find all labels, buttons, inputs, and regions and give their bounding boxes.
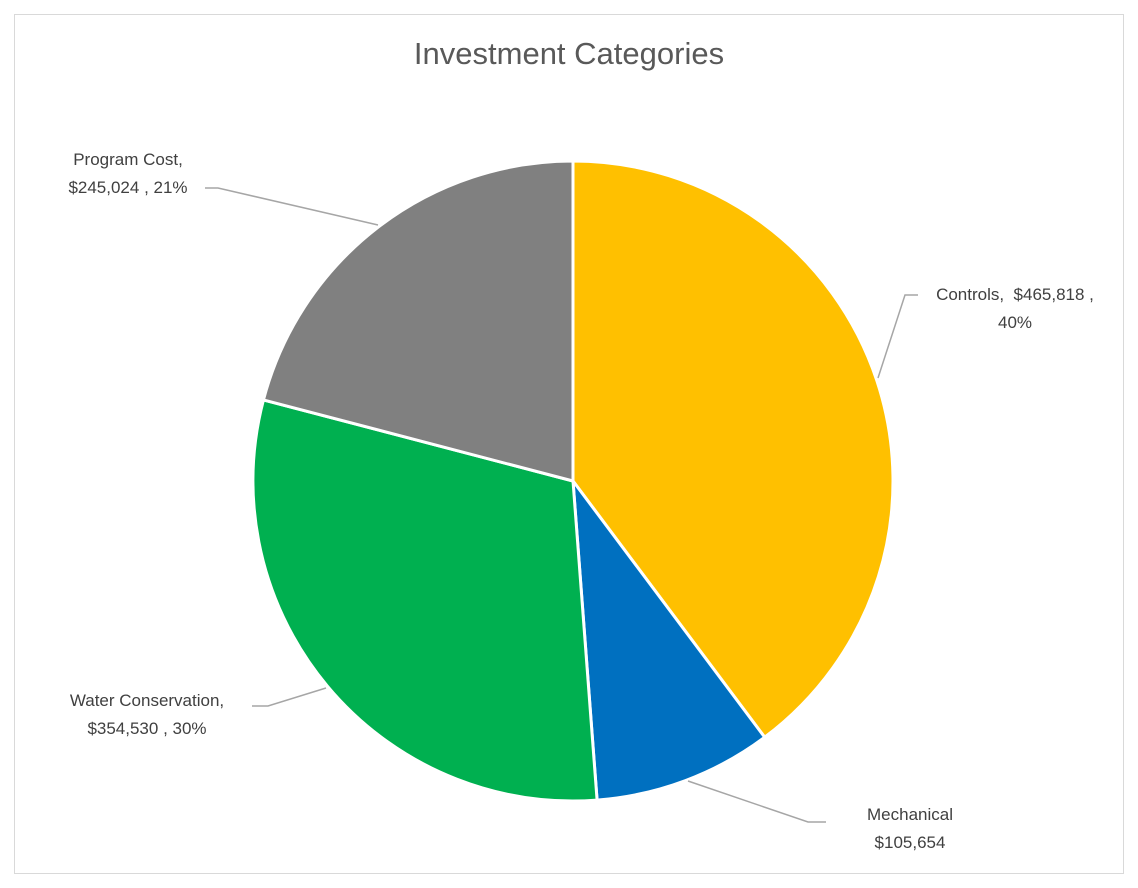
leader-lines — [205, 187, 918, 823]
data-label-water-conservation: Water Conservation, $354,530 , 30% — [70, 691, 224, 738]
pie-slices — [251, 159, 895, 803]
pie-slice-mechanical — [571, 475, 767, 802]
data-label-mechanical: Mechanical $105,654 — [867, 805, 953, 852]
data-label-program-cost: Program Cost, $245,024 , 21% — [68, 150, 187, 197]
leader-line-mechanical — [687, 780, 826, 823]
chart-title: Investment Categories — [413, 36, 725, 71]
pie-slice-controls — [571, 159, 895, 740]
data-label-controls: Controls, $465,818 , 40% — [936, 285, 1094, 332]
leader-line-controls — [877, 294, 918, 379]
pie-slice-water-conservation — [251, 398, 599, 803]
data-labels: Controls, $465,818 , 40% Mechanical $105,65… — [68, 150, 1093, 852]
leader-line-water-conservation — [252, 687, 327, 707]
pie-slice-program-cost — [261, 159, 575, 483]
leader-line-program-cost — [205, 187, 379, 226]
